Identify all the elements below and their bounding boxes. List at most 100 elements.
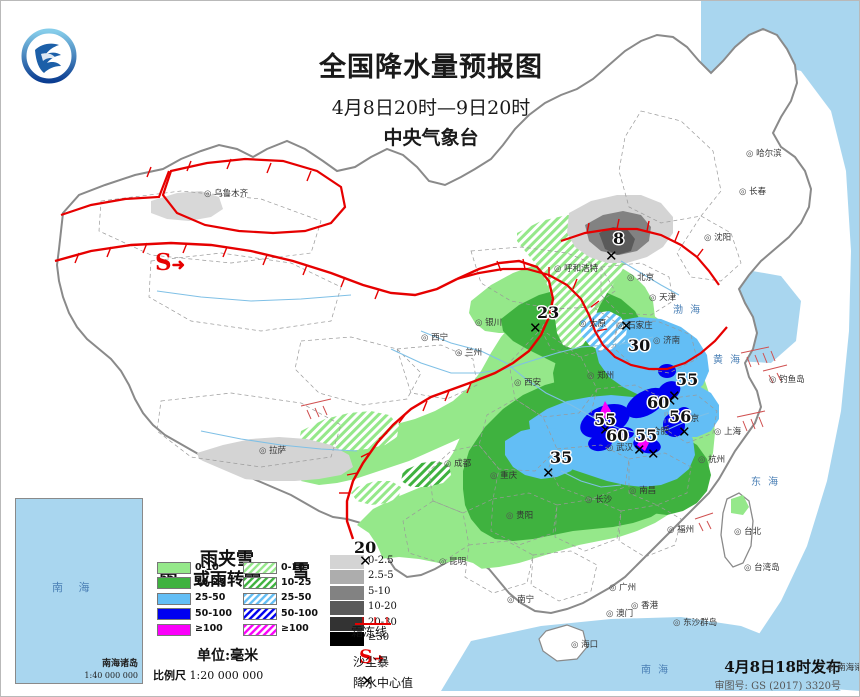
publish-time: 4月8日18时发布	[724, 658, 841, 676]
rain-swatch-label-1: 10-25	[195, 576, 226, 588]
frost-line	[54, 157, 728, 540]
snow-swatch-1	[330, 570, 364, 585]
precip-center-marker-10: ✕	[359, 552, 372, 570]
sleet-swatch-label-1: 10-25	[281, 576, 312, 588]
city-label-24: ◎ 南昌	[629, 486, 657, 496]
legend-scale-label: 比例尺	[153, 669, 186, 682]
sleet-0-10-tibet-e	[351, 481, 401, 505]
rain-100-trace2	[637, 437, 649, 451]
rain-25-50-hunan	[505, 427, 579, 479]
sleet-swatch-label-4: ≥100	[281, 623, 309, 635]
forecast-period: 4月8日20时—9日20时	[331, 97, 531, 119]
city-label-1: ◎ 哈尔滨	[746, 149, 782, 159]
rain-swatch-label-4: ≥100	[195, 623, 223, 635]
sea-label-0: 黄 海	[713, 355, 743, 366]
snow-swatch-2	[330, 585, 364, 600]
snow-swatch-5	[330, 632, 364, 646]
snow-swatch-label-1: 2.5-5	[368, 570, 394, 582]
sleet-swatch-1	[243, 577, 277, 590]
sea-label-2: 南 海	[641, 665, 671, 676]
map-approval-number: 审图号: GS (2017) 3320号	[714, 681, 841, 692]
sleet-swatch-2	[243, 592, 277, 605]
city-label-17: ◎ 上海	[714, 427, 742, 437]
snow-10-20-north	[599, 227, 635, 255]
precip-center-marker-6: ✕	[599, 421, 612, 439]
city-label-35: ◎ 钓鱼岛	[769, 375, 805, 385]
sleet-swatch-4	[243, 623, 277, 636]
city-label-4: ◎ 呼和浩特	[554, 264, 599, 274]
sleet-25-50-shanxi	[581, 311, 627, 351]
city-label-20: ◎ 成都	[444, 459, 472, 469]
inset-scale: 1:40 000 000	[84, 671, 138, 680]
snow-swatch-label-2: 5-10	[368, 585, 391, 597]
city-label-22: ◎ 拉萨	[259, 446, 287, 456]
precip-center-value-20-10: 20	[354, 538, 377, 557]
sandstorm-marker-glyph: S	[155, 249, 172, 276]
rain-swatch-1	[157, 577, 191, 590]
city-label-10: ◎ 银川	[475, 318, 503, 328]
precip-center-value-30-2: 30	[628, 336, 651, 355]
legend-sleet-heading-line1: 雨夹雪	[200, 549, 254, 570]
province-borders	[98, 110, 742, 602]
precip-center-value-35-9: 35	[550, 448, 573, 467]
city-label-21: ◎ 重庆	[490, 471, 518, 481]
city-label-13: ◎ 西安	[514, 378, 542, 388]
rain-50-100-small1	[616, 427, 634, 439]
city-label-31: ◎ 香港	[631, 601, 659, 611]
city-label-7: ◎ 太原	[579, 319, 607, 329]
city-label-14: ◎ 郑州	[587, 371, 615, 381]
precip-center-marker-2: ✕	[620, 317, 633, 335]
city-label-19: ◎ 武汉	[606, 443, 634, 453]
cma-dragon-logo	[21, 28, 77, 84]
city-label-32: ◎ 澳门	[606, 609, 634, 619]
precip-center-symbol: ✕	[361, 672, 374, 690]
offshore-marks	[300, 346, 788, 532]
city-label-8: ◎ 石家庄	[617, 321, 653, 331]
rain-50-100-east2	[662, 413, 686, 437]
city-label-12: ◎ 兰州	[455, 348, 483, 358]
rain-swatch-0	[157, 562, 191, 574]
sea-label-1: 东 海	[751, 477, 781, 488]
sandstorm-label: 沙尘暴	[353, 655, 390, 669]
city-label-18: ◎ 杭州	[698, 455, 726, 465]
rain-50-100-wuhan	[588, 434, 612, 452]
precip-center-value-8-0: 8	[613, 229, 625, 248]
sleet-10-25-sichuan-w	[401, 461, 451, 487]
precip-center-value-23-1: 23	[537, 303, 560, 322]
city-label-33: ◎ 海口	[571, 640, 599, 650]
city-label-11: ◎ 西宁	[421, 333, 449, 343]
precip-center-marker-8: ✕	[647, 445, 660, 463]
legend-scale: 比例尺 1:20 000 000	[153, 667, 263, 683]
rain-100-trace1	[599, 401, 611, 419]
rain-swatch-label-3: 50-100	[195, 607, 232, 619]
snow-swatch-3	[330, 601, 364, 616]
precip-center-marker-9: ✕	[542, 464, 555, 482]
sleet-swatch-0	[243, 562, 277, 574]
sleet-swatch-label-2: 25-50	[281, 592, 312, 604]
south-china-sea-inset: 南海诸岛 1:40 000 000 南 海	[15, 498, 143, 684]
rain-50-100-small3	[677, 407, 691, 419]
precip-center-value-55-6: 55	[594, 410, 617, 429]
snow-swatch-0	[330, 555, 364, 569]
snow-0-2.5-xinjiang	[151, 191, 223, 221]
city-label-30: ◎ 广州	[609, 583, 637, 593]
city-label-9: ◎ 济南	[653, 336, 681, 346]
precip-center-value-55-8: 55	[635, 426, 658, 445]
snow-swatch-label-5: ≥30	[368, 632, 390, 643]
precip-center-value-60-7: 60	[606, 426, 629, 445]
city-label-29: ◎ 南宁	[507, 595, 535, 605]
city-label-16: ◎ 南京	[672, 414, 700, 424]
legend-scale-value: 1:20 000 000	[189, 669, 264, 682]
sleet-0-10-qinghai	[299, 411, 399, 451]
sea-label-3: 渤 海	[673, 305, 703, 316]
issuer-name: 中央气象台	[383, 127, 479, 149]
city-label-5: ◎ 北京	[627, 273, 655, 283]
precip-center-value-60-4: 60	[647, 393, 670, 412]
rain-swatch-label-2: 25-50	[195, 592, 226, 604]
snow-swatch-label-3: 10-20	[368, 601, 397, 613]
city-label-2: ◎ 长春	[739, 187, 767, 197]
city-label-15: ◎ 合肥	[642, 427, 670, 437]
precip-center-marker-1: ✕	[529, 319, 542, 337]
page-title: 全国降水量预报图	[319, 52, 543, 83]
